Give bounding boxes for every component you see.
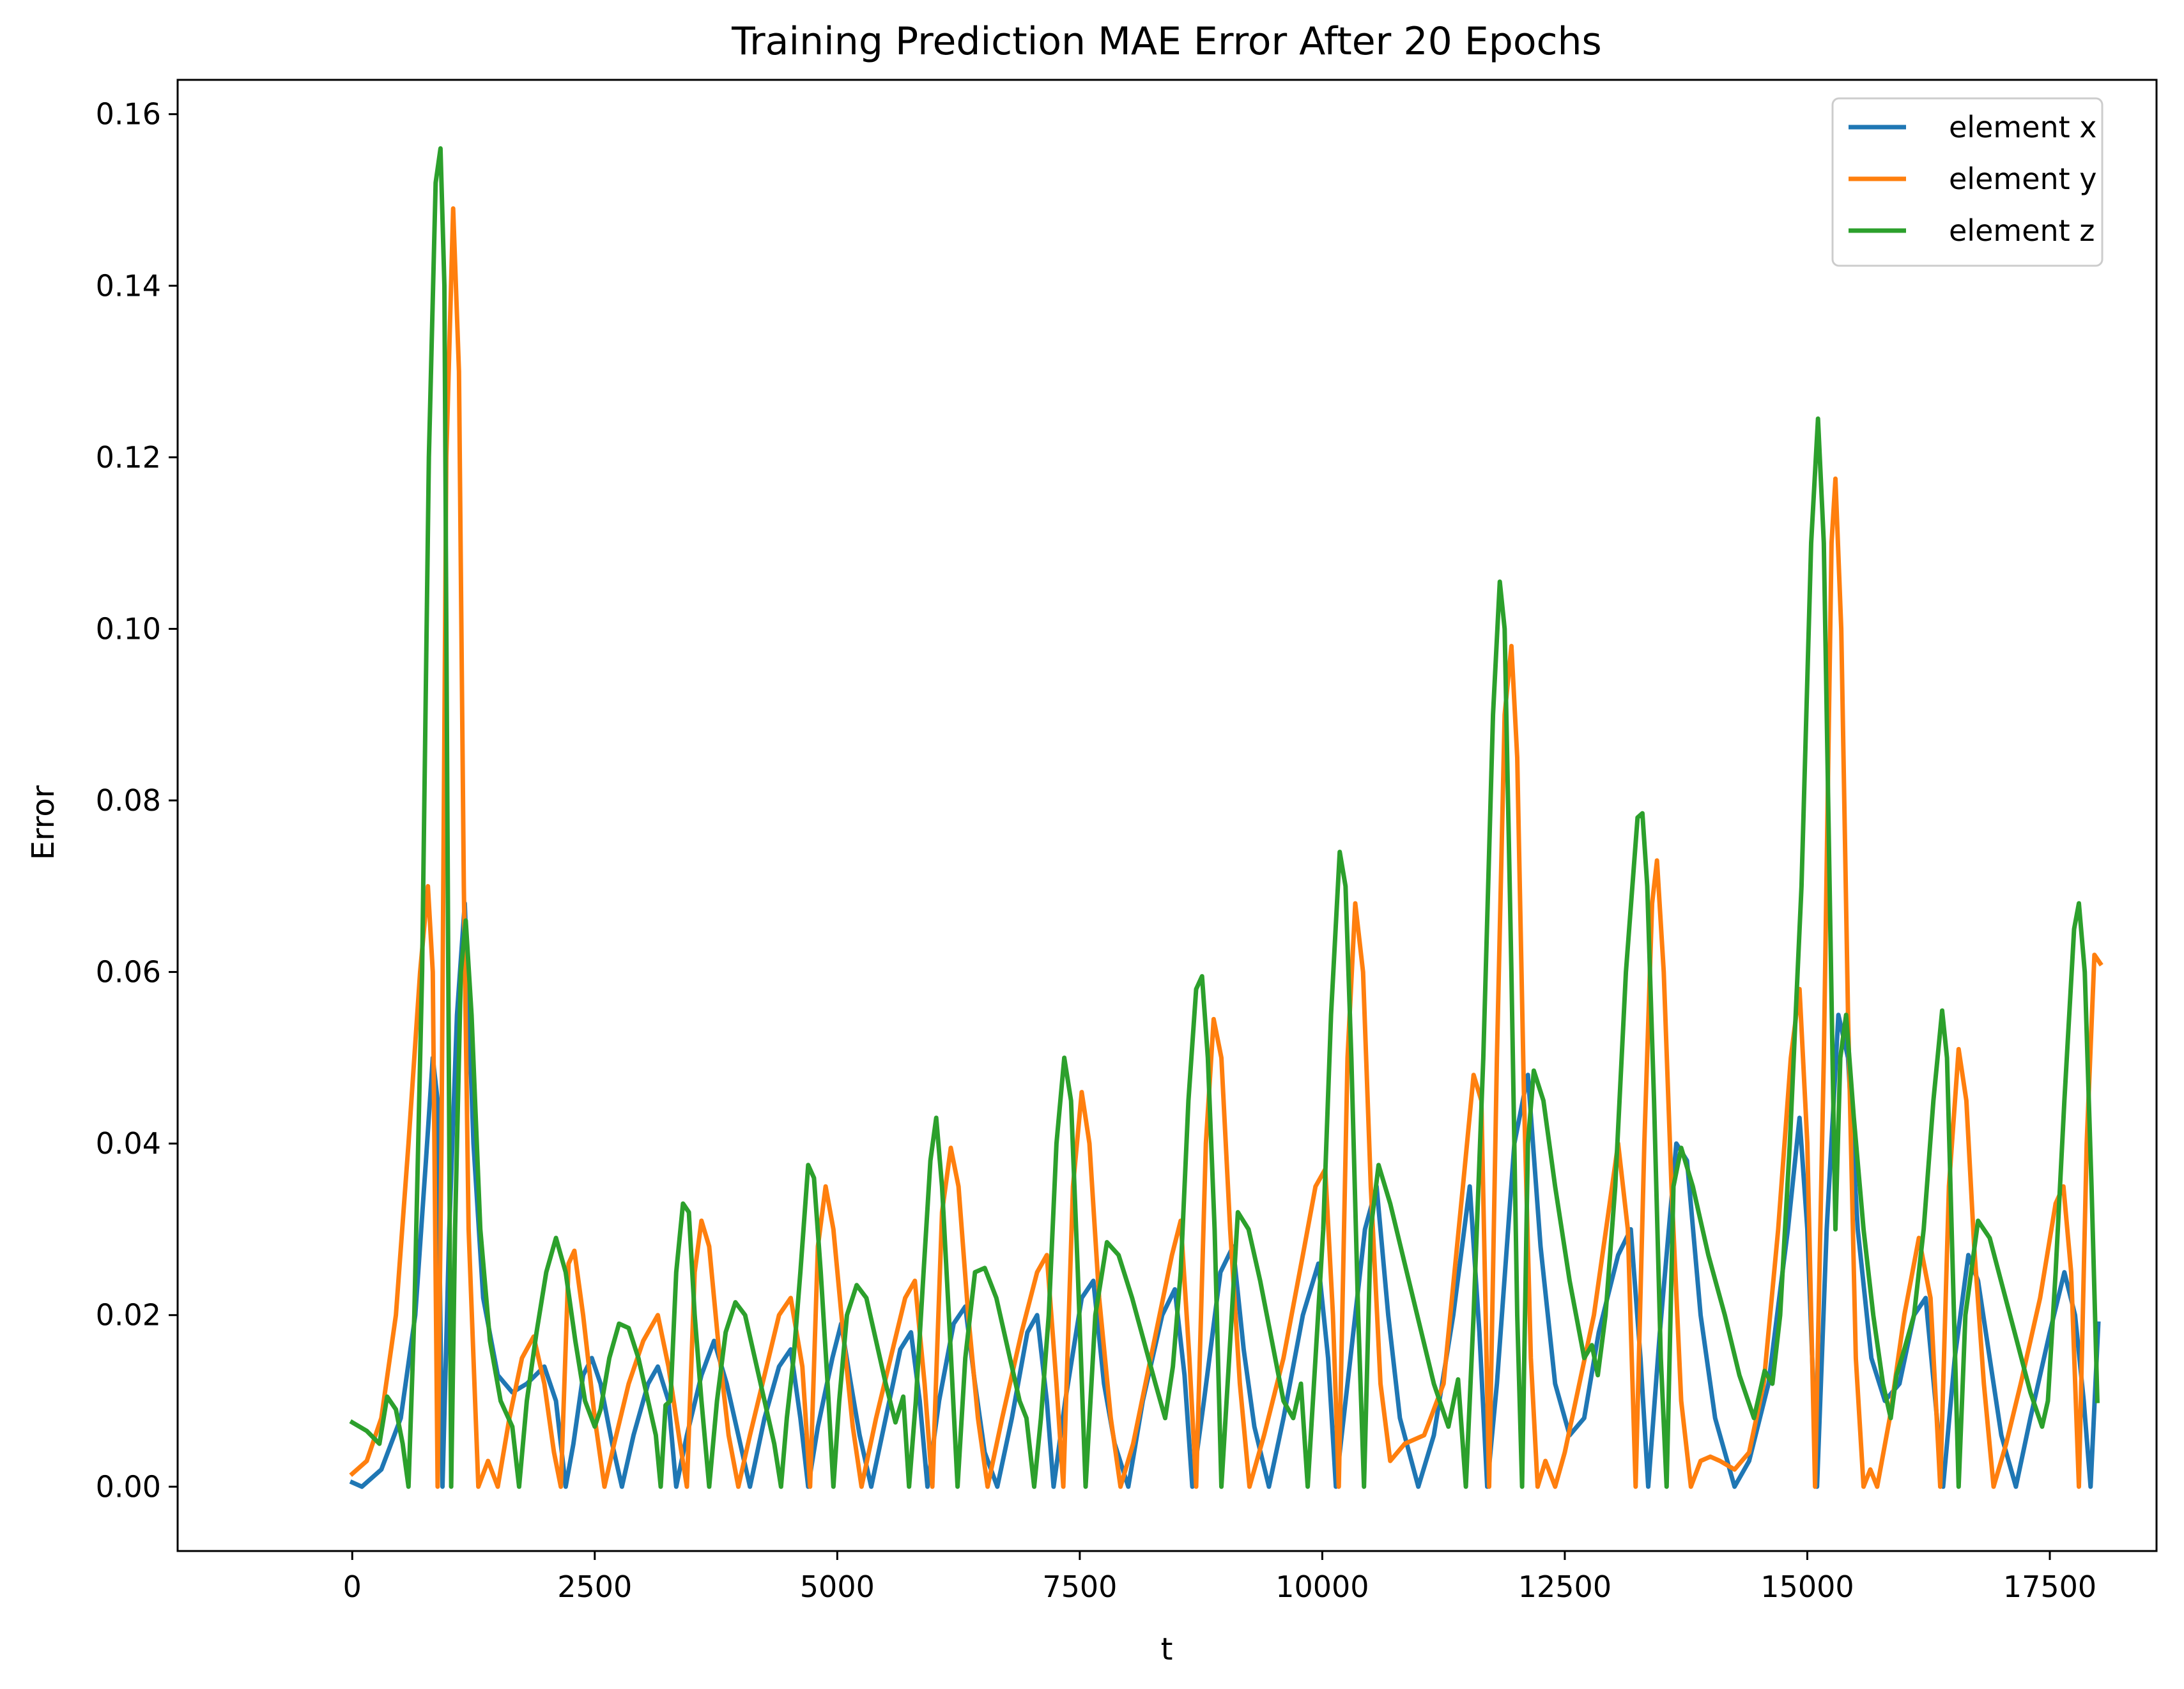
y-tick-label: 0.14	[96, 268, 161, 303]
x-tick-label: 12500	[1518, 1570, 1611, 1604]
y-tick-label: 0.02	[96, 1298, 161, 1333]
x-tick-label: 0	[343, 1570, 362, 1604]
y-axis: 0.00 0.02 0.04 0.06 0.08 0.10 0.12 0.14 0.16	[96, 97, 178, 1504]
x-tick-label: 7500	[1042, 1570, 1117, 1604]
series-line-element-z	[349, 146, 2100, 1489]
legend-box	[1831, 97, 2103, 267]
y-tick-label: 0.12	[96, 440, 161, 475]
y-tick-label: 0.04	[96, 1126, 161, 1161]
x-tick-label: 17500	[2003, 1570, 2096, 1604]
x-tick-label: 5000	[800, 1570, 875, 1604]
x-axis-label: t	[1161, 1632, 1173, 1667]
plot-frame	[176, 79, 2158, 1552]
x-tick-label: 15000	[1760, 1570, 1854, 1604]
legend-label: element z	[1949, 213, 2095, 248]
y-tick-label: 0.10	[96, 611, 161, 646]
x-tick-label: 10000	[1275, 1570, 1369, 1604]
x-tick-label: 2500	[557, 1570, 632, 1604]
legend: element x element y element z	[1831, 97, 2103, 267]
plot-area	[176, 79, 2158, 1552]
y-tick-label: 0.00	[96, 1469, 161, 1504]
y-tick-label: 0.08	[96, 783, 161, 818]
y-axis-label: Error	[26, 785, 61, 860]
series-line-element-y	[349, 206, 2103, 1489]
y-tick-label: 0.16	[96, 97, 161, 132]
y-tick-label: 0.06	[96, 955, 161, 990]
x-axis: 0 2500 5000 7500 10000 12500 15000 17500	[343, 1551, 2096, 1604]
legend-items: element x element y element z	[1849, 110, 2097, 248]
legend-label: element x	[1949, 110, 2097, 144]
legend-label: element y	[1949, 162, 2097, 196]
chart-title: Training Prediction MAE Error After 20 E…	[731, 19, 1602, 64]
series-layer	[349, 146, 2103, 1489]
